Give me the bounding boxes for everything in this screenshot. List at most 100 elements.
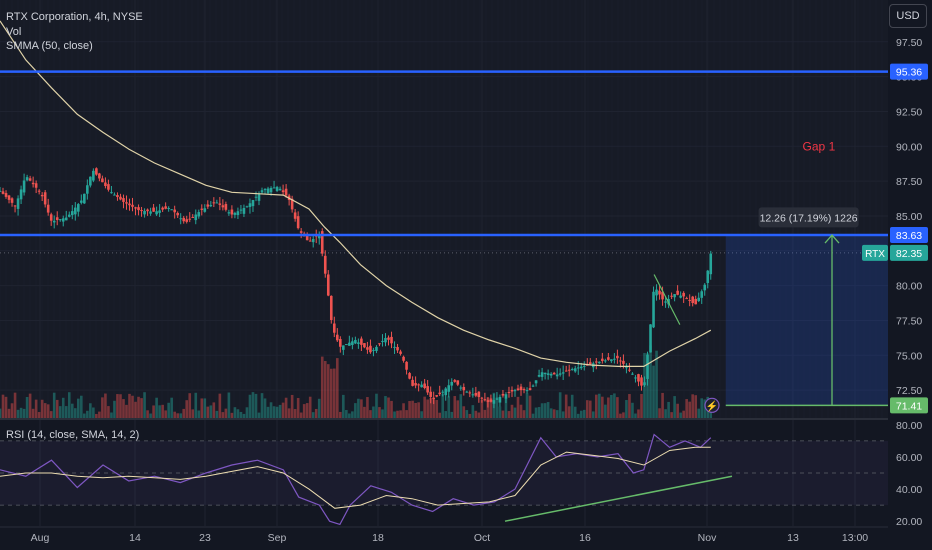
volume-bar [450, 411, 454, 418]
candle-body [119, 196, 122, 200]
volume-bar [260, 393, 264, 418]
volume-bar [489, 397, 493, 418]
volume-bar [10, 403, 14, 418]
volume-bar [471, 405, 475, 418]
candle-body [673, 294, 676, 298]
volume-bar [477, 412, 481, 418]
volume-bar [483, 409, 487, 418]
volume-bar [19, 407, 23, 418]
candle-body [634, 377, 637, 379]
candle-body [588, 362, 592, 365]
volume-bar [55, 399, 59, 418]
candle-body [61, 218, 65, 222]
candle-body [646, 354, 649, 379]
candle-body [218, 203, 222, 205]
volume-bar [98, 411, 101, 418]
candle-body [52, 220, 56, 223]
volume-bar [137, 396, 140, 418]
volume-bar [230, 412, 234, 418]
candle-body [703, 284, 707, 291]
candle-body [10, 198, 14, 203]
candle-body [643, 382, 646, 386]
candle-body [649, 324, 652, 353]
volume-bar [579, 410, 583, 418]
volume-bar [152, 405, 155, 418]
volume-bar [227, 392, 231, 418]
candle-body [576, 367, 580, 369]
candle-body [257, 193, 261, 201]
candle-body [7, 195, 11, 200]
volume-bar [649, 345, 652, 418]
volume-bar [685, 399, 688, 418]
volume-bar [25, 396, 29, 418]
candle-body [453, 380, 457, 382]
candle-body [423, 383, 426, 389]
y-tick-label: 85.00 [896, 211, 922, 223]
candle-body [399, 351, 402, 354]
currency-button[interactable]: USD [889, 4, 927, 28]
volume-bar [480, 399, 484, 418]
candle-body [230, 209, 234, 215]
candle-body [483, 399, 487, 401]
candle-body [22, 180, 26, 193]
candle-body [86, 185, 89, 194]
volume-bar [284, 397, 288, 418]
candle-body [278, 188, 282, 191]
volume-bar [224, 408, 228, 418]
candle-body [417, 384, 420, 386]
candle-body [414, 383, 417, 386]
volume-bar [661, 392, 664, 418]
price-axis-label: 71.41 [896, 400, 922, 412]
candle-body [28, 178, 32, 181]
candle-body [212, 202, 216, 204]
volume-bar [212, 402, 216, 418]
volume-bar [576, 413, 580, 418]
candle-body [631, 373, 634, 375]
volume-bar [272, 406, 276, 418]
volume-bar [336, 358, 339, 418]
candle-body [709, 253, 713, 275]
candle-body [622, 360, 625, 364]
volume-bar [248, 394, 252, 418]
volume-bar [191, 409, 195, 418]
volume-bar [194, 392, 198, 418]
candle-body [113, 194, 116, 196]
volume-bar [625, 400, 628, 418]
x-tick-label: Aug [31, 532, 50, 544]
volume-bar [441, 393, 445, 418]
volume-bar [239, 411, 243, 418]
candle-body [281, 190, 285, 193]
candle-body [116, 195, 119, 198]
candle-body [471, 394, 475, 396]
candle-body [55, 217, 59, 220]
price-axis-label: 82.35 [896, 248, 922, 260]
volume-bar [233, 407, 237, 418]
volume-bar [49, 411, 53, 418]
candle-body [697, 297, 701, 302]
volume-bar [28, 393, 32, 418]
volume-bar [308, 396, 312, 418]
volume-bar [691, 394, 694, 418]
smma-legend: SMMA (50, close) [6, 40, 93, 52]
volume-bar [604, 404, 607, 418]
candle-body [92, 170, 95, 181]
candle-body [203, 208, 207, 212]
candle-body [694, 298, 697, 305]
x-tick-label: 13 [787, 532, 799, 544]
volume-bar [465, 410, 469, 418]
y-tick-label: 72.50 [896, 385, 922, 397]
candle-body [221, 205, 225, 208]
volume-bar [387, 397, 390, 418]
volume-bar [688, 401, 691, 418]
target-arrow-head [824, 234, 840, 244]
volume-bar [375, 393, 378, 418]
volume-bar [634, 413, 637, 418]
candle-body [363, 343, 366, 348]
volume-bar [679, 412, 682, 418]
candle-body [604, 360, 607, 362]
candle-body [465, 391, 469, 393]
candle-body [70, 211, 74, 216]
volume-bar [31, 408, 35, 418]
candle-body [679, 295, 682, 298]
